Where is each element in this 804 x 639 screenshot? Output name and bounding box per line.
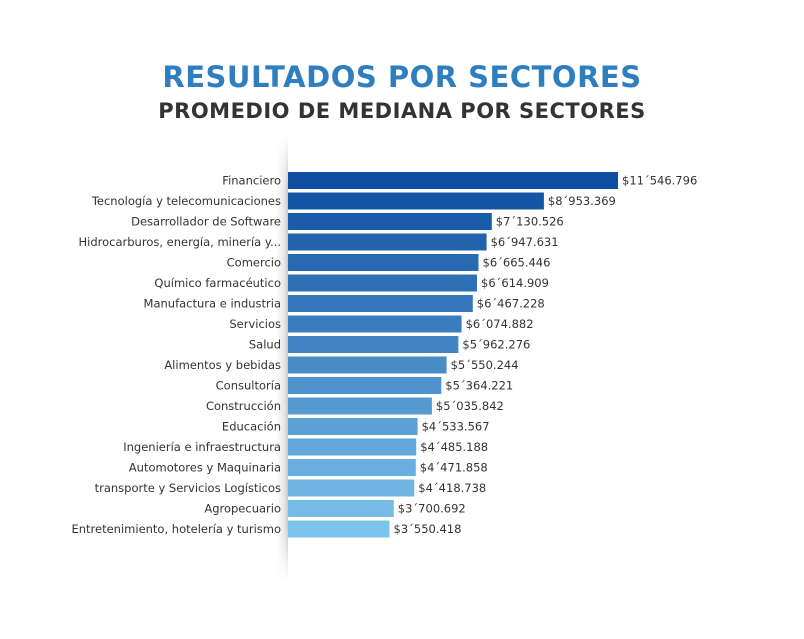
category-label: Ingeniería e infraestructura: [123, 440, 281, 454]
category-label: Desarrollador de Software: [131, 215, 281, 229]
bar: [288, 254, 479, 271]
value-label: $6´947.631: [491, 235, 559, 249]
bar: [288, 377, 442, 394]
bar: [288, 459, 416, 476]
value-label: $5´364.221: [445, 379, 513, 393]
value-label: $11´546.796: [622, 174, 697, 188]
bar: [288, 295, 473, 312]
value-label: $5´550.244: [451, 358, 519, 372]
bar: [288, 438, 417, 456]
bars-group: Financiero $11´546.796 Tecnología y teleco…: [71, 172, 697, 538]
category-label: Tecnología y telecomunicaciones: [91, 194, 281, 208]
category-label: Salud: [249, 338, 281, 352]
bar: [288, 213, 492, 230]
value-label: $6´467.228: [477, 297, 545, 311]
category-label: Manufactura e industria: [144, 297, 281, 311]
category-label: transporte y Servicios Logísticos: [95, 481, 281, 495]
category-label: Agropecuario: [204, 502, 281, 516]
value-label: $8´953.369: [548, 194, 616, 208]
bar: [288, 479, 415, 497]
bar: [288, 192, 544, 210]
value-label: $3´700.692: [398, 502, 466, 516]
category-label: Construcción: [206, 399, 281, 413]
category-label: Hidrocarburos, energía, minería y...: [79, 235, 282, 249]
category-label: Comercio: [227, 256, 281, 270]
value-label: $6´614.909: [481, 276, 549, 290]
category-label: Educación: [222, 420, 281, 434]
value-label: $5´035.842: [436, 399, 504, 413]
bar: [288, 315, 462, 333]
category-label: Servicios: [229, 317, 281, 331]
category-label: Alimentos y bebidas: [164, 358, 281, 372]
bar: [288, 336, 459, 353]
chart-subtitle: PROMEDIO DE MEDIANA POR SECTORES: [158, 99, 646, 123]
bar: [288, 356, 447, 374]
category-label: Financiero: [222, 174, 281, 188]
bar: [288, 172, 618, 189]
bar: [288, 274, 477, 292]
bar: [288, 233, 487, 251]
bar: [288, 418, 418, 435]
value-label: $5´962.276: [462, 338, 530, 352]
value-label: $4´471.858: [420, 461, 488, 475]
value-label: $3´550.418: [394, 522, 462, 536]
category-label: Entretenimiento, hotelería y turismo: [71, 522, 281, 536]
category-label: Automotores y Maquinaria: [129, 461, 281, 475]
value-label: $6´665.446: [483, 256, 551, 270]
bar: [288, 500, 394, 517]
value-label: $4´533.567: [422, 420, 490, 434]
value-label: $4´418.738: [418, 481, 486, 495]
chart-title: RESULTADOS POR SECTORES: [162, 60, 642, 94]
value-label: $7´130.526: [496, 215, 564, 229]
axis-shadow: [276, 135, 288, 580]
value-label: $6´074.882: [466, 317, 534, 331]
category-label: Consultoría: [216, 379, 281, 393]
bar: [288, 520, 390, 538]
bar: [288, 397, 432, 415]
value-label: $4´485.188: [420, 440, 488, 454]
category-label: Químico farmacéutico: [154, 276, 281, 290]
